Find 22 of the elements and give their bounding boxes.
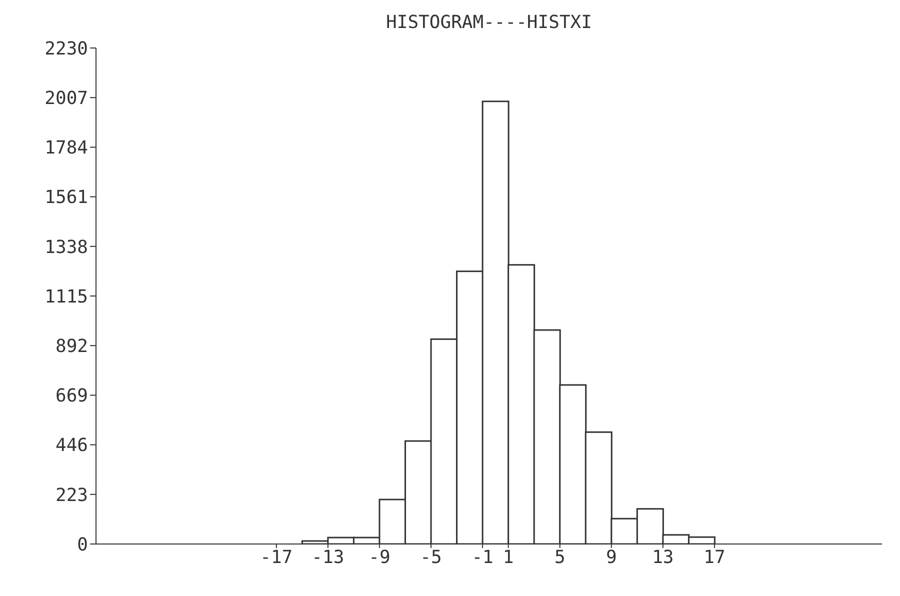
y-tick-label: 2007	[44, 88, 88, 109]
y-tick-label: 1115	[44, 286, 88, 308]
x-tick-label: -13	[312, 546, 344, 568]
y-tick-label: 0	[77, 534, 88, 556]
y-tick-label: 1561	[44, 187, 88, 208]
x-tick-label: -1	[472, 546, 494, 568]
x-tick-label: 5	[554, 546, 566, 568]
y-tick-label: 446	[55, 435, 88, 456]
x-tick-label: 1	[502, 546, 514, 568]
x-tick-label: 13	[652, 546, 674, 568]
chart-title: HISTOGRAM----HISTXI	[385, 12, 593, 33]
x-tick-label: -17	[260, 546, 293, 568]
x-tick-label: -9	[368, 546, 390, 568]
x-tick-label: 17	[704, 546, 726, 568]
y-tick-label: 223	[55, 484, 88, 506]
x-tick-label: 9	[606, 546, 617, 568]
y-tick-label: 892	[55, 336, 88, 357]
y-tick-label: 1338	[44, 236, 88, 258]
y-tick-label: 669	[55, 386, 88, 407]
x-tick-label: -5	[420, 546, 442, 568]
y-tick-label: 1784	[44, 138, 88, 159]
y-tick-label: 2230	[44, 38, 88, 60]
